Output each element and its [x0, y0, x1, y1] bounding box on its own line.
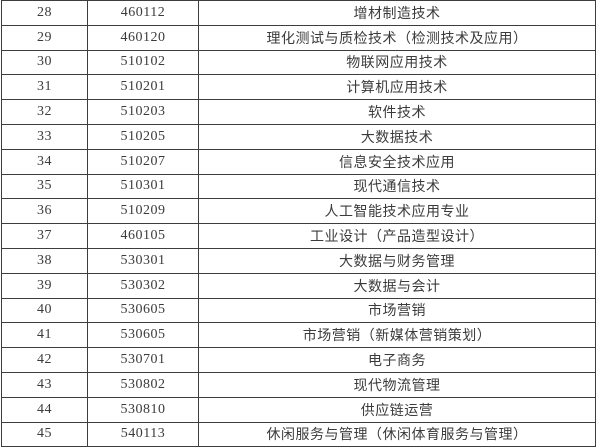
- row-number-cell: 36: [1, 198, 88, 225]
- table-row: 33 510205 大数据技术: [1, 123, 596, 150]
- table-row: 34 510207 信息安全技术应用: [1, 148, 596, 175]
- table-row: 35 510301 现代通信技术: [1, 173, 596, 200]
- row-number-cell: 39: [1, 272, 88, 299]
- table-row: 43 530802 现代物流管理: [1, 371, 596, 398]
- major-code-cell: 530701: [87, 347, 199, 373]
- row-number-cell: 32: [1, 99, 88, 125]
- major-name-cell: 供应链运营: [198, 396, 596, 423]
- major-code-cell: 530605: [87, 297, 199, 324]
- major-name-cell: 现代物流管理: [198, 371, 596, 398]
- major-code-cell: 510209: [87, 198, 199, 225]
- major-name-cell: 市场营销: [198, 297, 596, 324]
- row-number-cell: 33: [1, 123, 88, 150]
- major-name-cell: 大数据与会计: [198, 272, 596, 299]
- major-code-cell: 530802: [87, 371, 199, 398]
- major-name-cell: 人工智能技术应用专业: [198, 198, 596, 225]
- major-code-cell: 460120: [87, 24, 199, 51]
- major-name-cell: 信息安全技术应用: [198, 148, 596, 175]
- major-code-cell: 510207: [87, 148, 199, 175]
- row-number-cell: 29: [1, 24, 88, 51]
- row-number-cell: 28: [1, 0, 88, 26]
- major-code-cell: 530301: [87, 247, 199, 274]
- major-code-cell: 460112: [87, 0, 199, 26]
- row-number-cell: 35: [1, 173, 88, 200]
- table-row: 37 460105 工业设计（产品造型设计）: [1, 223, 596, 249]
- major-name-cell: 现代通信技术: [198, 173, 596, 200]
- row-number-cell: 45: [1, 421, 88, 447]
- major-name-cell: 理化测试与质检技术（检测技术及应用）: [198, 24, 596, 51]
- row-number-cell: 42: [1, 347, 88, 373]
- table-row: 44 530810 供应链运营: [1, 396, 596, 423]
- major-name-cell: 电子商务: [198, 347, 596, 373]
- major-code-cell: 510201: [87, 74, 199, 101]
- major-code-cell: 530605: [87, 322, 199, 349]
- major-code-cell: 540113: [87, 421, 199, 447]
- row-number-cell: 37: [1, 223, 88, 249]
- row-number-cell: 41: [1, 322, 88, 349]
- major-code-cell: 460105: [87, 223, 199, 249]
- table-row: 39 530302 大数据与会计: [1, 272, 596, 299]
- major-name-cell: 物联网应用技术: [198, 49, 596, 76]
- major-name-cell: 软件技术: [198, 99, 596, 125]
- major-name-cell: 大数据技术: [198, 123, 596, 150]
- row-number-cell: 34: [1, 148, 88, 175]
- row-number-cell: 38: [1, 247, 88, 274]
- table-row: 32 510203 软件技术: [1, 99, 596, 125]
- major-name-cell: 增材制造技术: [198, 0, 596, 26]
- table-row: 31 510201 计算机应用技术: [1, 74, 596, 101]
- major-name-cell: 大数据与财务管理: [198, 247, 596, 274]
- major-code-cell: 510205: [87, 123, 199, 150]
- major-code-cell: 510301: [87, 173, 199, 200]
- major-code-cell: 510203: [87, 99, 199, 125]
- major-code-cell: 510102: [87, 49, 199, 76]
- table-row: 29 460120 理化测试与质检技术（检测技术及应用）: [1, 24, 596, 51]
- row-number-cell: 30: [1, 49, 88, 76]
- major-code-cell: 530810: [87, 396, 199, 423]
- table-row: 30 510102 物联网应用技术: [1, 49, 596, 76]
- major-name-cell: 休闲服务与管理（休闲体育服务与管理）: [198, 421, 596, 447]
- table-row: 36 510209 人工智能技术应用专业: [1, 198, 596, 225]
- major-name-cell: 市场营销（新媒体营销策划）: [198, 322, 596, 349]
- table-row: 28 460112 增材制造技术: [1, 0, 596, 26]
- table-row: 40 530605 市场营销: [1, 297, 596, 324]
- table-row: 38 530301 大数据与财务管理: [1, 247, 596, 274]
- table-row: 45 540113 休闲服务与管理（休闲体育服务与管理）: [1, 421, 596, 447]
- major-code-cell: 530302: [87, 272, 199, 299]
- row-number-cell: 43: [1, 371, 88, 398]
- table-row: 41 530605 市场营销（新媒体营销策划）: [1, 322, 596, 349]
- major-name-cell: 计算机应用技术: [198, 74, 596, 101]
- row-number-cell: 31: [1, 74, 88, 101]
- major-name-cell: 工业设计（产品造型设计）: [198, 223, 596, 249]
- row-number-cell: 40: [1, 297, 88, 324]
- table-row: 42 530701 电子商务: [1, 347, 596, 373]
- row-number-cell: 44: [1, 396, 88, 423]
